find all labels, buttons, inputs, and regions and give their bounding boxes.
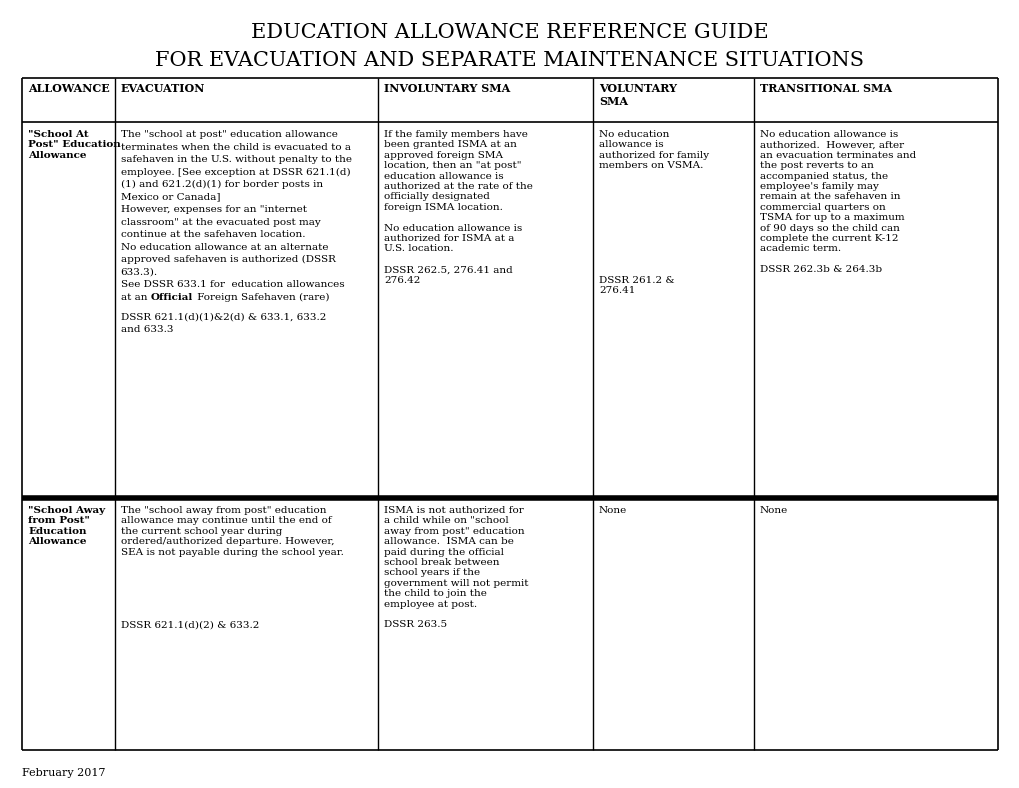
Text: ISMA is not authorized for
a child while on "school
away from post" education
al: ISMA is not authorized for a child while… bbox=[384, 506, 528, 630]
Text: continue at the safehaven location.: continue at the safehaven location. bbox=[120, 230, 305, 239]
Text: The "school away from post" education
allowance may continue until the end of
th: The "school away from post" education al… bbox=[120, 506, 343, 630]
Text: ALLOWANCE: ALLOWANCE bbox=[28, 83, 110, 94]
Text: DSSR 621.1(d)(1)&2(d) & 633.1, 633.2: DSSR 621.1(d)(1)&2(d) & 633.1, 633.2 bbox=[120, 313, 326, 322]
Text: INVOLUNTARY SMA: INVOLUNTARY SMA bbox=[384, 83, 510, 94]
Text: EDUCATION ALLOWANCE REFERENCE GUIDE: EDUCATION ALLOWANCE REFERENCE GUIDE bbox=[251, 24, 768, 43]
Text: "School Away
from Post"
Education
Allowance: "School Away from Post" Education Allowa… bbox=[28, 506, 105, 546]
Text: safehaven in the U.S. without penalty to the: safehaven in the U.S. without penalty to… bbox=[120, 155, 352, 164]
Text: No education allowance at an alternate: No education allowance at an alternate bbox=[120, 243, 328, 251]
Text: "School At
Post" Education
Allowance: "School At Post" Education Allowance bbox=[28, 130, 120, 160]
Text: approved safehaven is authorized (DSSR: approved safehaven is authorized (DSSR bbox=[120, 255, 335, 264]
Text: classroom" at the evacuated post may: classroom" at the evacuated post may bbox=[120, 217, 320, 226]
Text: terminates when the child is evacuated to a: terminates when the child is evacuated t… bbox=[120, 143, 351, 151]
Text: None: None bbox=[598, 506, 627, 515]
Text: FOR EVACUATION AND SEPARATE MAINTENANCE SITUATIONS: FOR EVACUATION AND SEPARATE MAINTENANCE … bbox=[155, 50, 864, 69]
Text: and 633.3: and 633.3 bbox=[120, 325, 173, 334]
Text: 633.3).: 633.3). bbox=[120, 267, 158, 277]
Text: The "school at post" education allowance: The "school at post" education allowance bbox=[120, 130, 337, 139]
Text: However, expenses for an "internet: However, expenses for an "internet bbox=[120, 205, 307, 214]
Text: February 2017: February 2017 bbox=[22, 768, 105, 778]
Text: None: None bbox=[759, 506, 788, 515]
Text: See DSSR 633.1 for  education allowances: See DSSR 633.1 for education allowances bbox=[120, 280, 344, 289]
Text: No education allowance is
authorized.  However, after
an evacuation terminates a: No education allowance is authorized. Ho… bbox=[759, 130, 915, 274]
Text: EVACUATION: EVACUATION bbox=[120, 83, 205, 94]
Text: No education
allowance is
authorized for family
members on VSMA.










DSSR : No education allowance is authorized for… bbox=[598, 130, 708, 295]
Text: TRANSITIONAL SMA: TRANSITIONAL SMA bbox=[759, 83, 892, 94]
Text: Foreign Safehaven (rare): Foreign Safehaven (rare) bbox=[194, 292, 329, 302]
Text: VOLUNTARY
SMA: VOLUNTARY SMA bbox=[598, 83, 677, 106]
Text: employee. [See exception at DSSR 621.1(d): employee. [See exception at DSSR 621.1(d… bbox=[120, 168, 350, 177]
Text: Mexico or Canada]: Mexico or Canada] bbox=[120, 192, 220, 202]
Text: If the family members have
been granted ISMA at an
approved foreign SMA
location: If the family members have been granted … bbox=[384, 130, 533, 284]
Text: at an: at an bbox=[120, 292, 151, 302]
Text: Official: Official bbox=[151, 292, 193, 302]
Text: (1) and 621.2(d)(1) for border posts in: (1) and 621.2(d)(1) for border posts in bbox=[120, 180, 323, 189]
